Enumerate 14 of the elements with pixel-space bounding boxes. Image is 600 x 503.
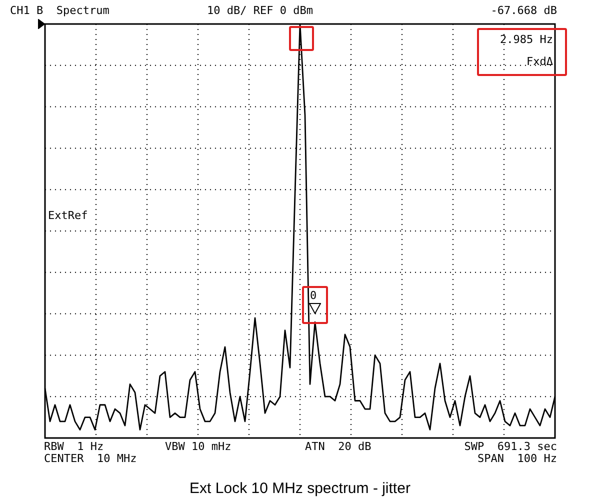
annotation: FxdΔ xyxy=(526,55,553,68)
text: CH1 B Spectrum xyxy=(10,4,110,17)
text: CENTER 10 MHz xyxy=(44,452,137,465)
text: RBW 1 Hz xyxy=(44,440,104,453)
annotation: ExtRef xyxy=(48,209,88,222)
text: 10 dB/ REF 0 dBm xyxy=(207,4,313,17)
text: ATN 20 dB xyxy=(305,440,372,453)
text: SWP 691.3 sec xyxy=(464,440,557,453)
annotation: 2.985 Hz xyxy=(500,33,553,46)
text: Ext Lock 10 MHz spectrum - jitter xyxy=(188,480,412,497)
annotation: 0 xyxy=(310,289,317,302)
text: VBW 10 mHz xyxy=(165,440,232,453)
text: SPAN 100 Hz xyxy=(478,452,557,465)
text: -67.668 dB xyxy=(490,4,557,17)
